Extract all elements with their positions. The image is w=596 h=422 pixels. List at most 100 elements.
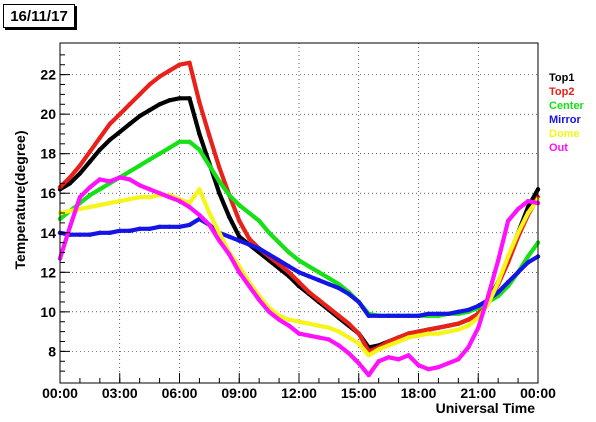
data-point-top2 [77,163,83,168]
data-point-center [207,163,212,168]
data-point-mirror [77,232,83,237]
data-point-dome [77,206,83,212]
data-point-mirror [466,307,471,313]
data-point-dome [127,197,132,202]
data-point-mirror [476,303,481,309]
data-point-mirror [257,246,262,251]
data-point-center [227,193,232,198]
data-point-out [366,372,371,378]
data-point-mirror [386,313,391,318]
data-point-out [147,187,152,192]
data-layer [57,60,541,378]
data-point-out [396,357,401,362]
data-point-dome [296,319,302,324]
data-point-center [177,139,182,144]
data-point-dome [366,353,371,358]
data-point-mirror [515,270,521,275]
data-point-center [276,240,282,245]
data-point-out [247,283,252,289]
data-point-top2 [117,112,123,117]
data-point-top2 [97,135,103,141]
data-point-dome [147,195,152,200]
data-point-out [296,331,302,336]
data-point-center [247,210,252,216]
data-point-out [456,357,461,362]
data-point-out [167,195,172,200]
data-point-out [107,179,113,184]
x-tick-label: 03:00 [102,385,138,401]
x-tick-label: 00:00 [520,385,556,401]
data-point-dome [525,210,531,216]
x-tick-label: 12:00 [281,385,317,401]
data-point-mirror [316,278,322,283]
data-point-center [237,202,242,208]
data-point-center [525,254,531,259]
data-point-dome [326,325,332,330]
data-point-out [515,206,521,212]
data-point-top2 [187,60,192,65]
data-point-top2 [286,270,292,275]
y-tick-label: 20 [40,106,56,122]
data-point-center [187,139,192,144]
data-point-mirror [456,309,461,314]
data-point-out [286,323,292,328]
data-point-mirror [276,258,282,263]
data-point-mirror [237,238,242,243]
data-point-top1 [147,108,152,113]
data-point-out [276,317,282,322]
data-point-out [505,218,511,224]
data-point-out [117,175,123,180]
y-tick-label: 12 [40,264,56,280]
data-point-top1 [157,102,162,107]
legend: Top1 Top2 Center Mirror Dome Out [549,72,585,154]
data-point-center [306,264,312,269]
data-point-out [336,343,341,348]
data-point-center [87,193,93,198]
data-point-mirror [167,224,172,229]
data-point-center [157,151,162,156]
data-point-mirror [446,311,451,316]
data-point-out [486,293,491,299]
data-point-mirror [436,311,441,316]
data-point-top1 [117,129,123,135]
data-point-mirror [286,264,292,269]
data-point-out [67,224,73,229]
data-point-mirror [505,280,511,285]
data-point-out [346,351,351,356]
data-point-mirror [525,260,531,265]
data-point-top2 [386,339,391,344]
data-point-out [237,270,242,275]
data-point-out [476,325,481,330]
data-point-out [187,204,192,210]
x-tick-label: 21:00 [460,385,496,401]
data-point-top2 [416,329,421,334]
data-point-top2 [127,102,132,107]
data-point-top2 [207,133,212,139]
data-point-dome [515,230,521,235]
data-point-top2 [446,323,451,328]
data-point-dome [286,317,292,322]
data-point-top2 [67,175,73,180]
data-point-top1 [237,234,242,239]
data-point-out [386,355,391,360]
data-point-mirror [296,270,302,275]
data-point-mirror [496,289,501,295]
y-tick-label: 22 [40,67,56,83]
data-point-dome [466,323,471,328]
data-point-dome [406,335,411,340]
data-point-mirror [137,226,142,231]
data-point-out [257,297,262,303]
x-tick-label: 18:00 [401,385,437,401]
data-point-center [326,276,332,281]
data-point-mirror [396,313,401,318]
data-point-out [416,363,421,368]
y-tick-label: 8 [48,343,56,359]
data-point-dome [207,210,212,216]
data-point-center [257,218,262,224]
data-point-out [316,335,322,340]
data-point-top1 [177,96,182,101]
data-point-mirror [266,252,272,257]
data-point-top2 [247,236,252,241]
data-point-center [167,145,172,150]
